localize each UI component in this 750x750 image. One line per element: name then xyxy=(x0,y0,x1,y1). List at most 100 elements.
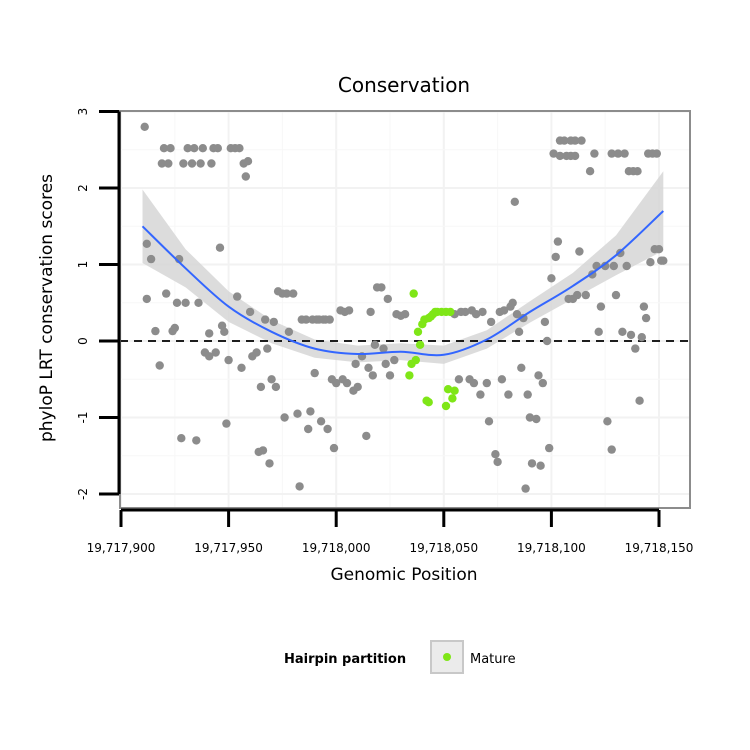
data-point-other xyxy=(478,307,487,317)
data-point-other xyxy=(497,375,507,384)
data-point-other xyxy=(553,237,563,246)
data-point-mature xyxy=(415,340,425,349)
data-point-other xyxy=(284,327,294,336)
data-point-other xyxy=(194,298,203,307)
data-point-other xyxy=(570,151,580,161)
data-point-other xyxy=(261,315,270,324)
data-point-other xyxy=(295,482,304,491)
y-tick-label: 3 xyxy=(76,108,90,116)
data-point-other xyxy=(162,289,171,298)
data-point-other xyxy=(545,443,554,453)
data-point-other xyxy=(159,144,169,153)
data-point-other xyxy=(222,419,231,428)
data-point-other xyxy=(514,327,524,336)
data-point-other xyxy=(540,317,550,327)
data-point-other xyxy=(519,313,528,323)
data-point-other xyxy=(198,144,207,153)
data-point-other xyxy=(390,355,399,365)
data-point-other xyxy=(379,344,388,353)
data-point-other xyxy=(351,359,360,369)
legend-title: Hairpin partition xyxy=(284,652,406,667)
data-point-other xyxy=(377,283,386,292)
data-point-other xyxy=(383,294,392,304)
data-point-other xyxy=(179,159,188,168)
data-point-other xyxy=(170,323,179,333)
data-point-other xyxy=(603,417,612,426)
data-point-other xyxy=(521,484,530,493)
data-point-other xyxy=(293,409,302,418)
data-point-other xyxy=(282,289,291,298)
y-tick-label: 0 xyxy=(76,337,90,345)
x-axis-title: Genomic Position xyxy=(330,565,477,585)
data-point-other xyxy=(256,382,266,392)
data-point-other xyxy=(581,290,590,300)
confidence-band-layer xyxy=(142,171,664,364)
data-point-other xyxy=(659,256,668,265)
data-point-other xyxy=(207,159,216,168)
data-point-other xyxy=(476,390,485,399)
data-point-mature xyxy=(409,289,418,298)
x-tick-label: 19,718,050 xyxy=(409,541,478,555)
data-point-other xyxy=(252,348,261,357)
data-point-other xyxy=(635,396,644,405)
data-point-other xyxy=(323,424,332,434)
x-tick-label: 19,717,900 xyxy=(87,541,156,555)
data-point-other xyxy=(362,431,371,441)
y-tick-label: 2 xyxy=(76,184,90,192)
data-point-other xyxy=(590,149,599,158)
data-point-other xyxy=(353,382,362,392)
x-tick-label: 19,717,950 xyxy=(194,541,263,555)
data-point-other xyxy=(461,307,470,317)
data-point-other xyxy=(512,310,522,319)
data-point-other xyxy=(364,363,373,372)
data-point-other xyxy=(484,417,494,426)
data-point-other xyxy=(652,149,661,158)
y-axis: -2 -1 0 1 2 3 xyxy=(76,108,121,500)
data-point-other xyxy=(538,378,547,388)
data-point-other xyxy=(596,302,606,311)
data-point-other xyxy=(269,317,278,327)
data-point-other xyxy=(486,317,496,327)
data-point-other xyxy=(517,363,526,372)
data-point-other xyxy=(263,344,272,353)
data-point-other xyxy=(622,261,631,271)
y-axis-title: phyloP LRT conservation scores xyxy=(37,174,57,442)
data-point-other xyxy=(607,149,616,158)
data-point-other xyxy=(224,355,233,365)
data-point-mature xyxy=(441,401,451,411)
data-point-other xyxy=(368,371,377,380)
data-point-other xyxy=(155,361,164,370)
data-point-other xyxy=(306,407,315,416)
y-tick-label: -2 xyxy=(76,488,90,500)
data-point-other xyxy=(316,417,326,426)
data-point-other xyxy=(241,172,250,181)
data-point-other xyxy=(575,247,584,256)
data-point-mature xyxy=(448,394,457,403)
data-point-other xyxy=(594,327,603,336)
data-point-mature xyxy=(446,307,455,317)
data-point-other xyxy=(654,245,664,254)
data-point-other xyxy=(213,144,222,153)
data-point-other xyxy=(551,252,560,262)
data-point-other xyxy=(613,149,623,158)
data-point-other xyxy=(233,292,242,301)
data-point-other xyxy=(280,413,289,422)
smooth-line-layer xyxy=(141,210,664,357)
data-point-other xyxy=(151,326,160,336)
data-point-other xyxy=(508,298,517,307)
data-point-other xyxy=(205,329,214,338)
x-axis: 19,717,900 19,717,950 19,718,000 19,718,050… xyxy=(87,508,693,555)
data-point-other xyxy=(267,375,276,384)
data-point-other xyxy=(301,315,311,324)
data-point-other xyxy=(196,159,205,168)
data-point-other xyxy=(626,330,636,340)
data-point-mature xyxy=(424,398,433,407)
data-point-other xyxy=(527,459,537,468)
data-point-other xyxy=(142,239,151,248)
data-point-other xyxy=(258,446,268,455)
y-tick-label: 1 xyxy=(76,261,90,269)
data-point-other xyxy=(172,298,182,307)
data-point-other xyxy=(166,144,175,153)
data-point-other xyxy=(646,258,655,267)
data-point-mature xyxy=(413,327,423,336)
